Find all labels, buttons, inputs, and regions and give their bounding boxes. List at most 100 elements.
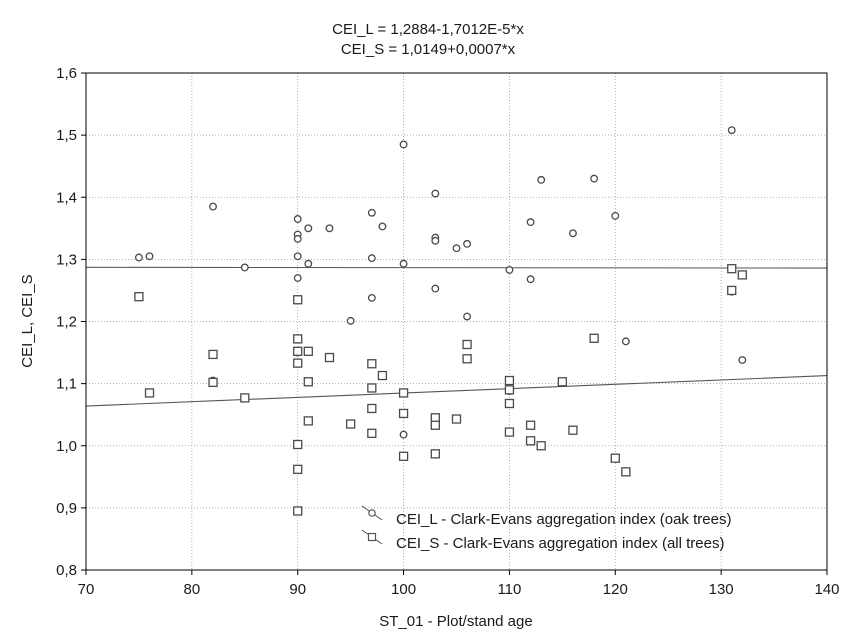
point-cei-s [208,377,218,388]
point-cei-s [504,398,515,409]
point-cei-s [303,416,313,426]
point-cei-s [462,339,472,350]
point-cei-s [568,425,578,435]
point-cei-l [611,211,620,220]
x-tick-label: 80 [184,581,201,598]
fit-lines [85,266,828,407]
point-cei-s [525,436,536,446]
legend: CEI_L - Clark-Evans aggregation index (o… [361,505,731,552]
point-cei-s [727,285,737,296]
x-tick-label: 90 [289,581,306,598]
point-cei-s [398,408,409,419]
y-tick-label: 1,6 [56,65,77,82]
point-cei-l [367,293,376,302]
point-cei-s [293,439,303,450]
point-cei-s [430,449,440,459]
point-cei-l [209,202,217,211]
y-tick-label: 1,3 [56,251,77,268]
point-cei-s [240,393,250,403]
point-cei-s [367,359,377,369]
point-cei-s [293,464,303,475]
point-cei-s [462,354,472,364]
point-cei-l [293,252,302,261]
y-tick-label: 1,5 [56,127,77,144]
point-cei-l [590,174,599,183]
point-cei-s [293,358,303,368]
x-tick-label: 110 [497,581,521,598]
point-cei-s [610,453,620,463]
point-cei-s [727,264,737,274]
point-cei-s [293,295,303,305]
data-points [134,126,747,516]
point-cei-s [430,413,440,423]
point-cei-s [504,385,515,395]
point-cei-l [367,208,376,217]
point-cei-l [134,253,143,262]
y-tick-label: 1,2 [56,314,77,331]
point-cei-l [463,239,472,248]
point-cei-s [504,375,515,386]
point-cei-l [621,337,630,346]
point-cei-s [525,420,536,430]
point-cei-s [589,333,599,343]
point-cei-s [134,291,144,302]
x-tick-label: 120 [603,581,628,598]
y-tick-label: 1,1 [56,376,77,393]
y-tick-label: 1,0 [56,438,77,455]
point-cei-l [399,259,408,268]
point-cei-s [293,346,303,356]
point-cei-s [324,352,335,363]
y-axis-ticks: 0,8 0,9 1,0 1,1 1,2 1,3 1,4 1,5 1,6 [56,65,86,579]
legend-item-cei-l: CEI_L - Clark-Evans aggregation index (o… [361,505,731,528]
point-cei-l [367,254,376,263]
point-cei-s [345,419,356,429]
point-cei-s [144,388,155,398]
point-cei-l [293,215,302,223]
point-cei-s [430,420,440,430]
point-cei-l [431,189,440,198]
y-tick-label: 0,8 [56,562,77,579]
grid-lines [86,73,827,570]
point-cei-l [738,356,747,364]
point-cei-l [240,263,249,272]
point-cei-l [537,175,546,184]
y-axis-label: CEI_L, CEI_S [19,274,36,367]
point-cei-l [505,265,514,274]
point-cei-s [367,403,377,414]
point-cei-s [367,383,377,393]
point-cei-s [451,414,462,424]
point-cei-s [737,270,747,280]
legend-square-marker [367,532,377,542]
point-cei-s [367,428,377,438]
point-cei-s [557,377,568,387]
point-cei-s [303,346,313,356]
x-tick-label: 140 [814,581,839,598]
point-cei-l [431,236,440,245]
point-cei-s [377,370,388,381]
point-cei-s [621,467,631,477]
point-cei-s [398,388,409,398]
point-cei-l [399,140,408,149]
point-cei-l [346,316,355,325]
y-tick-label: 0,9 [56,500,77,517]
chart-title-line-1: CEI_L = 1,2884-1,7012E-5*x [332,21,524,38]
point-cei-l [399,430,408,439]
point-cei-l [452,244,461,253]
x-tick-label: 130 [709,581,734,598]
point-cei-l [145,252,154,261]
point-cei-l [293,274,302,282]
legend-label-cei-s: CEI_S - Clark-Evans aggregation index (a… [396,535,724,552]
x-tick-label: 100 [391,581,416,598]
point-cei-l [526,275,535,284]
legend-circle-marker [368,509,376,517]
fit-line-cei-s [85,375,828,407]
chart-title-line-2: CEI_S = 1,0149+0,0007*x [341,41,516,58]
point-cei-l [304,224,313,233]
x-tick-label: 70 [78,581,95,598]
point-cei-l [526,218,535,227]
point-cei-s [504,427,515,437]
point-cei-l [463,312,472,321]
y-tick-label: 1,4 [56,189,77,206]
point-cei-l [293,234,302,243]
